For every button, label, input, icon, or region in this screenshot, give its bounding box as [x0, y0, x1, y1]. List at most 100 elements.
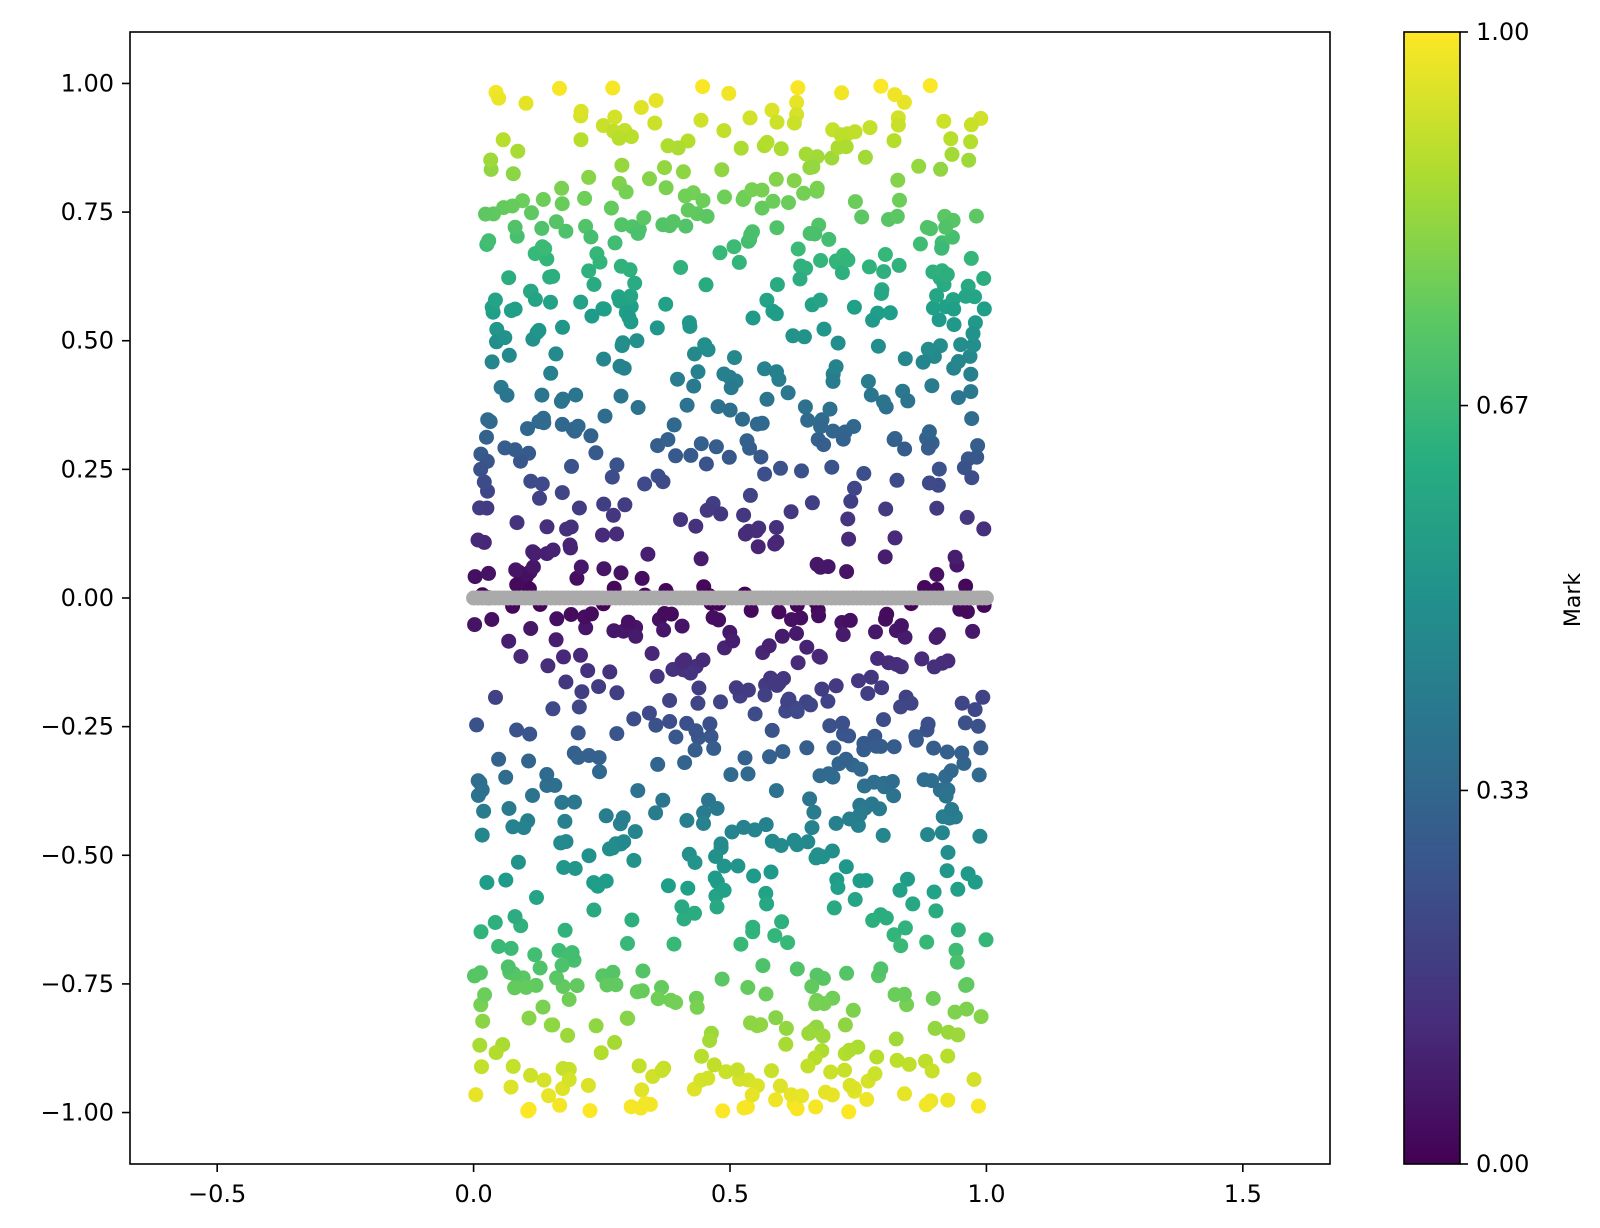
scatter-point — [636, 210, 652, 226]
scatter-point — [570, 725, 586, 741]
scatter-point — [813, 419, 829, 435]
scatter-point — [527, 291, 543, 307]
scatter-point — [607, 235, 623, 251]
scatter-point — [809, 967, 825, 983]
scatter-point — [854, 209, 870, 225]
scatter-point — [786, 115, 802, 131]
scatter-point — [537, 241, 553, 256]
scatter-point — [963, 366, 979, 382]
scatter-point — [677, 755, 693, 771]
scatter-point — [958, 977, 974, 993]
scatter-point — [769, 220, 785, 236]
scatter-point — [603, 200, 619, 216]
scatter-point — [780, 935, 796, 951]
scatter-point — [890, 172, 906, 188]
scatter-point — [789, 837, 805, 853]
scatter-point — [591, 679, 607, 695]
scatter-point — [808, 996, 824, 1012]
scatter-point — [498, 769, 514, 785]
scatter-point — [887, 987, 903, 1003]
scatter-point — [678, 218, 694, 234]
scatter-point — [887, 87, 903, 103]
scatter-point — [835, 627, 851, 643]
scatter-point — [892, 882, 908, 898]
scatter-point — [522, 726, 538, 742]
scatter-point — [822, 401, 838, 417]
scatter-point — [561, 1072, 577, 1088]
scatter-point — [799, 740, 815, 756]
scatter-point — [957, 715, 973, 731]
scatter-point — [689, 999, 705, 1015]
scatter-point — [656, 606, 672, 621]
scatter-point — [873, 286, 889, 301]
scatter-point — [577, 190, 593, 206]
scatter-point — [811, 648, 827, 664]
scatter-point — [744, 1087, 760, 1103]
scatter-point — [934, 825, 950, 841]
colorbar: 1.00 0.67 0.33 0.00 Mark — [1403, 18, 1586, 1178]
scatter-point — [668, 448, 684, 464]
scatter-point — [901, 1056, 917, 1072]
scatter-point — [554, 794, 570, 810]
scatter-point — [714, 162, 730, 178]
scatter-point — [742, 110, 758, 126]
colorbar-gradient — [1404, 32, 1460, 1164]
scatter-point — [723, 767, 739, 783]
colorbar-frame — [1403, 31, 1461, 1165]
scatter-point — [860, 374, 876, 389]
scatter-point — [666, 417, 682, 433]
scatter-point — [944, 146, 960, 162]
scatter-point — [889, 1052, 905, 1068]
scatter-point — [927, 1020, 943, 1036]
scatter-point — [683, 665, 698, 681]
scatter-point — [521, 753, 537, 769]
scatter-point — [539, 767, 555, 782]
scatter-point — [802, 226, 818, 241]
scatter-point — [505, 166, 521, 182]
scatter-point — [680, 880, 696, 896]
scatter-point — [476, 803, 492, 819]
scatter-point — [521, 1010, 537, 1026]
scatter-point — [583, 229, 599, 245]
scatter-point — [470, 532, 486, 548]
scatter-point — [774, 914, 790, 930]
scatter-point — [693, 436, 709, 452]
scatter-point — [597, 408, 613, 424]
scatter-point — [605, 964, 621, 980]
scatter-point — [897, 351, 913, 367]
colorbar-tick-label: 1.00 — [1476, 18, 1529, 46]
scatter-point — [507, 442, 523, 458]
scatter-point — [835, 431, 851, 447]
scatter-point — [721, 449, 737, 465]
scatter-point — [868, 738, 884, 754]
scatter-point — [567, 794, 582, 810]
y-tick-label: 0.00 — [61, 584, 114, 612]
scatter-point — [958, 288, 974, 304]
scatter-point — [729, 1062, 745, 1078]
scatter-point — [874, 680, 890, 696]
scatter-point — [563, 540, 578, 556]
scatter-point — [873, 961, 889, 977]
scatter-point — [629, 333, 645, 349]
scatter-point — [959, 1001, 975, 1017]
scatter-point — [840, 252, 856, 268]
scatter-point — [828, 815, 844, 831]
scatter-point — [523, 473, 539, 489]
scatter-point — [483, 152, 499, 168]
scatter-point — [820, 559, 836, 575]
scatter-point — [865, 312, 881, 328]
scatter-point — [952, 601, 968, 617]
scatter-point — [573, 132, 589, 148]
scatter-point — [920, 341, 936, 357]
scatter-point — [887, 530, 903, 546]
scatter-point — [759, 292, 775, 308]
scatter-point — [534, 220, 550, 236]
scatter-point — [961, 152, 977, 168]
scatter-point — [837, 1062, 852, 1078]
scatter-point — [606, 623, 622, 639]
scatter-point — [501, 270, 517, 286]
scatter-point — [845, 1002, 861, 1018]
scatter-point — [679, 397, 695, 413]
scatter-point — [785, 328, 801, 344]
scatter-point — [826, 900, 842, 916]
